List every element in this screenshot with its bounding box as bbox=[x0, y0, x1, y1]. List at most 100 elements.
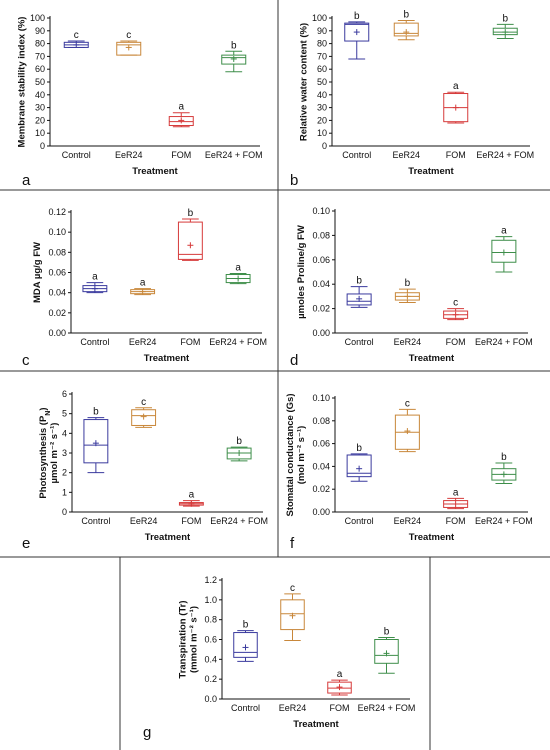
y-tick-label: 0.02 bbox=[48, 308, 66, 318]
box-control: a bbox=[82, 272, 108, 294]
significance-letter: c bbox=[453, 298, 458, 309]
panel-c: 0.00 0.02 0.04 0.06 0.08 0.10 0.12 a Control a EeR… bbox=[22, 207, 267, 369]
y-tick-label: 5 bbox=[62, 409, 67, 419]
significance-letter: b bbox=[405, 278, 411, 289]
iqr-box bbox=[83, 419, 109, 464]
x-tick-label: FOM bbox=[330, 703, 350, 713]
x-axis-title: Treatment bbox=[408, 166, 454, 177]
y-tick-label: 90 bbox=[317, 26, 327, 36]
significance-letter: a bbox=[178, 102, 184, 113]
box-eer24-fom: b bbox=[226, 436, 252, 462]
x-tick-label: EeR24 + FOM bbox=[475, 337, 533, 347]
iqr-box bbox=[177, 221, 203, 260]
box-eer24-fom: b bbox=[491, 452, 517, 484]
panel-f: 0.00 0.02 0.04 0.06 0.08 0.10 b Control c EeR24 a F… bbox=[285, 393, 533, 552]
x-tick-label: FOM bbox=[446, 337, 466, 347]
significance-letter: a bbox=[235, 263, 241, 274]
box-fom: a bbox=[168, 102, 194, 128]
y-tick-label: 30 bbox=[35, 103, 45, 113]
box-control: c bbox=[63, 30, 89, 48]
y-tick-label: 40 bbox=[35, 90, 45, 100]
y-tick-label: 0.02 bbox=[312, 304, 330, 314]
box-eer24-fom: b bbox=[492, 13, 518, 39]
y-tick-label: 100 bbox=[312, 13, 327, 23]
x-tick-label: EeR24 + FOM bbox=[475, 516, 533, 526]
x-tick-label: FOM bbox=[171, 150, 191, 160]
y-tick-label: 2 bbox=[62, 468, 67, 478]
y-axis-title: Transpiration (Tr) bbox=[177, 600, 188, 678]
x-tick-label: FOM bbox=[181, 516, 201, 526]
significance-letter: b bbox=[356, 276, 362, 287]
y-tick-label: 10 bbox=[317, 128, 327, 138]
box-fom: a bbox=[443, 81, 469, 124]
x-tick-label: Control bbox=[62, 150, 91, 160]
significance-letter: b bbox=[403, 10, 409, 21]
box-eer24-fom: b bbox=[374, 627, 399, 674]
significance-letter: a bbox=[337, 669, 343, 680]
iqr-box bbox=[221, 54, 247, 65]
x-axis-title: Treatment bbox=[145, 532, 191, 543]
iqr-box bbox=[168, 116, 194, 127]
x-tick-label: Control bbox=[342, 150, 371, 160]
significance-letter: b bbox=[384, 627, 390, 638]
y-tick-label: 6 bbox=[62, 389, 67, 399]
x-tick-label: EeR24 + FOM bbox=[209, 337, 267, 347]
box-fom: b bbox=[177, 208, 203, 261]
panel-d: 0.00 0.02 0.04 0.06 0.08 0.10 b Control b EeR24 c F… bbox=[290, 206, 533, 369]
panel-e: 0 1 2 3 4 5 6 b Control c EeR24 a FOM b EeR24 + FOM Tre… bbox=[22, 389, 268, 552]
y-tick-label: 0.00 bbox=[48, 328, 66, 338]
significance-letter: b bbox=[188, 208, 194, 219]
y-tick-label: 0.0 bbox=[204, 694, 217, 704]
y-tick-label: 80 bbox=[35, 39, 45, 49]
significance-letter: c bbox=[74, 30, 79, 41]
box-eer24: c bbox=[394, 398, 420, 453]
significance-letter: a bbox=[92, 272, 98, 283]
x-tick-label: EeR24 bbox=[394, 337, 422, 347]
y-tick-label: 70 bbox=[317, 51, 327, 61]
y-tick-label: 3 bbox=[62, 448, 67, 458]
significance-letter: c bbox=[405, 398, 410, 409]
box-fom: a bbox=[178, 490, 204, 507]
iqr-box bbox=[393, 22, 419, 37]
panel-g: 0.0 0.2 0.4 0.6 0.8 1.0 1.2 b Control c EeR24 a FOM b… bbox=[143, 575, 415, 741]
y-axis-title: (mol m⁻² s⁻¹) bbox=[296, 426, 307, 485]
y-tick-label: 1.2 bbox=[204, 575, 217, 585]
box-fom: a bbox=[327, 669, 352, 696]
x-axis-title: Treatment bbox=[293, 719, 339, 730]
box-control: b bbox=[344, 11, 370, 60]
box-eer24: c bbox=[116, 30, 142, 56]
iqr-box bbox=[346, 454, 372, 478]
iqr-box bbox=[280, 599, 305, 631]
y-tick-label: 70 bbox=[35, 51, 45, 61]
significance-letter: b bbox=[231, 40, 237, 51]
x-axis-title: Treatment bbox=[132, 166, 178, 177]
significance-letter: c bbox=[290, 583, 295, 594]
y-tick-label: 0.04 bbox=[312, 461, 330, 471]
box-eer24-fom: b bbox=[221, 40, 247, 73]
box-eer24: c bbox=[280, 583, 305, 641]
y-tick-label: 20 bbox=[317, 115, 327, 125]
box-control: b bbox=[346, 276, 372, 308]
y-axis-title: µmoles Proline/g FW bbox=[296, 225, 307, 319]
iqr-box bbox=[131, 409, 157, 426]
y-tick-label: 60 bbox=[35, 64, 45, 74]
box-fom: c bbox=[443, 298, 469, 321]
panel-label: f bbox=[290, 535, 295, 552]
panel-label: c bbox=[22, 352, 30, 369]
y-tick-label: 0.10 bbox=[312, 206, 330, 216]
x-tick-label: EeR24 bbox=[130, 516, 158, 526]
x-tick-label: Control bbox=[80, 337, 109, 347]
y-axis-title: µmol m⁻² s⁻¹) bbox=[49, 423, 60, 484]
x-axis-title: Treatment bbox=[409, 353, 455, 364]
x-tick-label: EeR24 bbox=[392, 150, 420, 160]
x-tick-label: EeR24 bbox=[279, 703, 307, 713]
y-tick-label: 0.06 bbox=[312, 439, 330, 449]
y-tick-label: 30 bbox=[317, 103, 327, 113]
y-axis-title: Membrane stability index (%) bbox=[16, 17, 27, 148]
panel-b: 0 10 20 30 40 50 60 70 80 90 100 b Control b EeR24 a FOM… bbox=[290, 10, 534, 189]
y-tick-label: 0.4 bbox=[204, 654, 217, 664]
y-tick-label: 50 bbox=[317, 77, 327, 87]
y-tick-label: 0.10 bbox=[48, 227, 66, 237]
